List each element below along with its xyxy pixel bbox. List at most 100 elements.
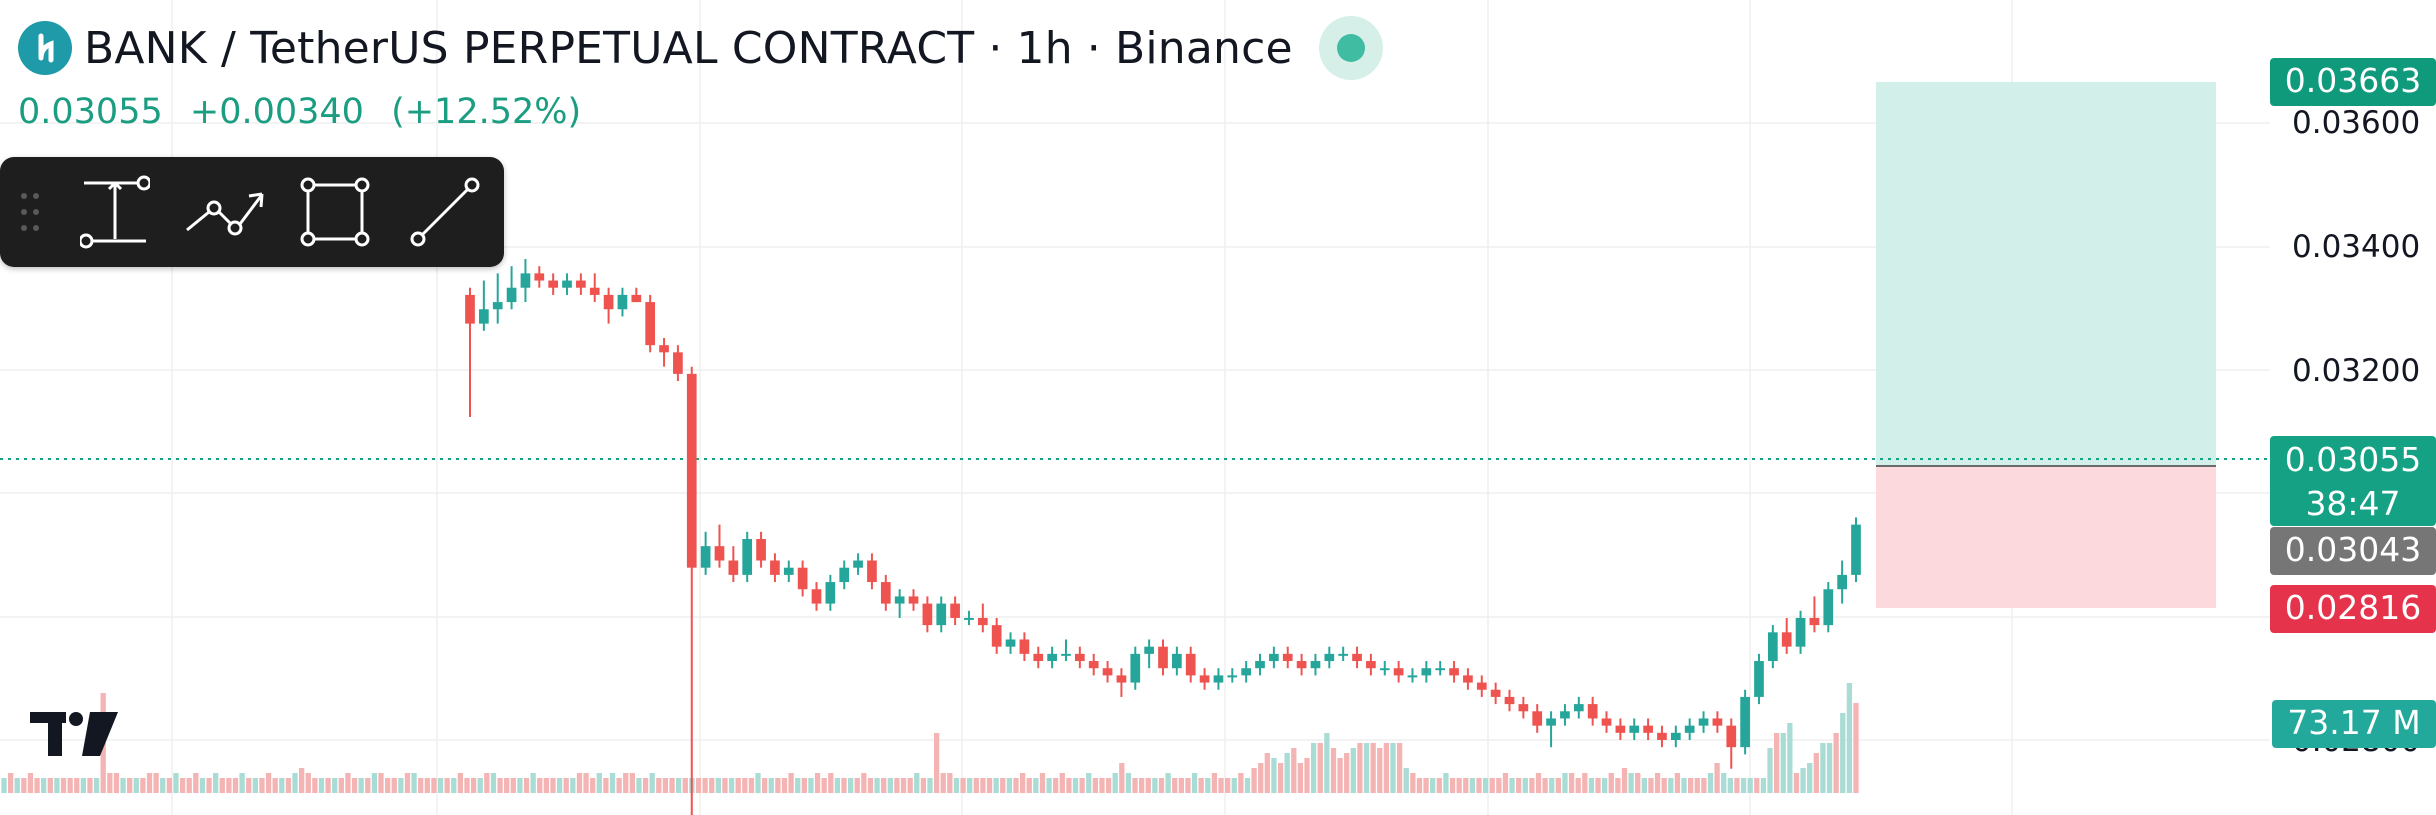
volume-bar	[298, 768, 305, 793]
volume-bar	[649, 773, 655, 793]
candle	[492, 273, 503, 324]
drag-handle-icon[interactable]	[0, 157, 60, 267]
volume-bar	[1205, 778, 1211, 793]
volume-bar	[669, 778, 675, 793]
volume-bar	[768, 778, 774, 793]
candle	[991, 617, 1002, 654]
volume-bar	[1694, 778, 1700, 793]
volume-bar	[1251, 768, 1257, 793]
candle	[880, 574, 891, 611]
volume-bar	[1244, 778, 1251, 793]
candle	[1172, 646, 1182, 676]
volume-bar	[160, 778, 166, 793]
volume-bar	[1191, 773, 1198, 793]
volume-bar	[358, 778, 364, 793]
volume-bar	[226, 778, 232, 793]
volume-bar	[722, 778, 728, 793]
volume-bar	[1820, 743, 1826, 793]
volume-bar	[576, 773, 583, 793]
volume-bar	[1370, 743, 1376, 793]
volume-bar	[41, 778, 47, 793]
volume-bar	[1152, 778, 1158, 793]
candle	[1781, 617, 1792, 654]
volume-bar	[1568, 773, 1575, 793]
volume-bar	[87, 778, 93, 793]
volume-bar	[1582, 773, 1588, 793]
candle	[506, 266, 517, 310]
candle	[1754, 653, 1764, 705]
volume-bar	[1535, 773, 1542, 793]
price-change-pct: (+12.52%)	[391, 92, 582, 132]
candle	[1463, 668, 1473, 690]
market-open-status-dot[interactable]	[1318, 16, 1383, 80]
candle	[1573, 696, 1584, 719]
volume-bar	[556, 778, 563, 793]
volume-bar	[1721, 773, 1727, 793]
volume-bar	[1105, 778, 1112, 793]
candle	[1504, 689, 1515, 712]
loss-zone[interactable]	[1876, 466, 2216, 608]
volume-bar	[1277, 763, 1284, 793]
candle	[1296, 653, 1307, 676]
symbol-title[interactable]: BANK / TetherUS PERPETUAL CONTRACT · 1h · Bi…	[84, 23, 1293, 74]
volume-bar	[1291, 748, 1297, 793]
volume-bar	[1430, 778, 1436, 793]
candle	[659, 337, 669, 367]
position-zones[interactable]	[1876, 82, 2216, 608]
volume-bar	[1310, 743, 1317, 793]
volume-bar	[1324, 733, 1330, 793]
volume-bar	[1661, 778, 1667, 793]
target-price-tag[interactable]: 0.03663	[2270, 58, 2436, 106]
candle	[1837, 560, 1847, 604]
volume-bar	[1390, 743, 1396, 793]
volume-bar	[1039, 773, 1046, 793]
volume-bar	[1132, 778, 1138, 793]
volume-bar	[1615, 778, 1621, 793]
profit-zone[interactable]	[1876, 82, 2216, 466]
candle	[1740, 689, 1750, 755]
volume-bar	[332, 778, 338, 793]
volume-bar	[1377, 748, 1383, 793]
volume-bar	[1231, 778, 1237, 793]
volume-bar	[940, 773, 946, 793]
volume-bar	[1271, 758, 1277, 793]
volume-bar	[728, 778, 735, 793]
volume-bar	[140, 778, 146, 793]
candle	[1532, 704, 1543, 733]
volume-bar	[709, 778, 715, 793]
volume-bar	[27, 773, 34, 793]
volume-bar	[1767, 748, 1773, 793]
tradingview-logo[interactable]	[30, 712, 120, 760]
last-price-tag[interactable]: 0.03055 38:47	[2270, 436, 2436, 526]
volume-bar	[34, 778, 40, 793]
trend-line-icon[interactable]	[390, 157, 500, 267]
candle	[728, 546, 739, 583]
volume-bar	[146, 773, 153, 793]
candle	[465, 287, 475, 417]
volume-bar	[702, 778, 708, 793]
volume-bar	[881, 778, 887, 793]
volume-bar	[775, 778, 781, 793]
candle	[756, 531, 766, 568]
volume-bar	[636, 778, 642, 793]
volume-bar	[305, 773, 311, 793]
path-icon[interactable]	[170, 157, 280, 267]
rectangle-icon[interactable]	[280, 157, 390, 267]
volume-bar	[563, 778, 569, 793]
volume-bar	[173, 773, 179, 793]
volume-bar	[1066, 778, 1072, 793]
candle	[1213, 668, 1224, 690]
volume-bar	[292, 773, 298, 793]
volume-bar	[1463, 778, 1469, 793]
volume-bar	[285, 778, 292, 793]
stop-price-tag[interactable]: 0.02816	[2270, 585, 2436, 633]
volume-bar	[861, 773, 867, 793]
entry-price-tag[interactable]: 0.03043	[2270, 527, 2436, 575]
bank-token-icon[interactable]	[18, 21, 72, 75]
volume-tag[interactable]: 73.17 M	[2272, 700, 2436, 748]
exchange-label: Binance	[1114, 22, 1293, 74]
volume-bar	[1555, 778, 1562, 793]
candle	[1144, 639, 1154, 669]
measure-icon[interactable]	[60, 157, 170, 267]
